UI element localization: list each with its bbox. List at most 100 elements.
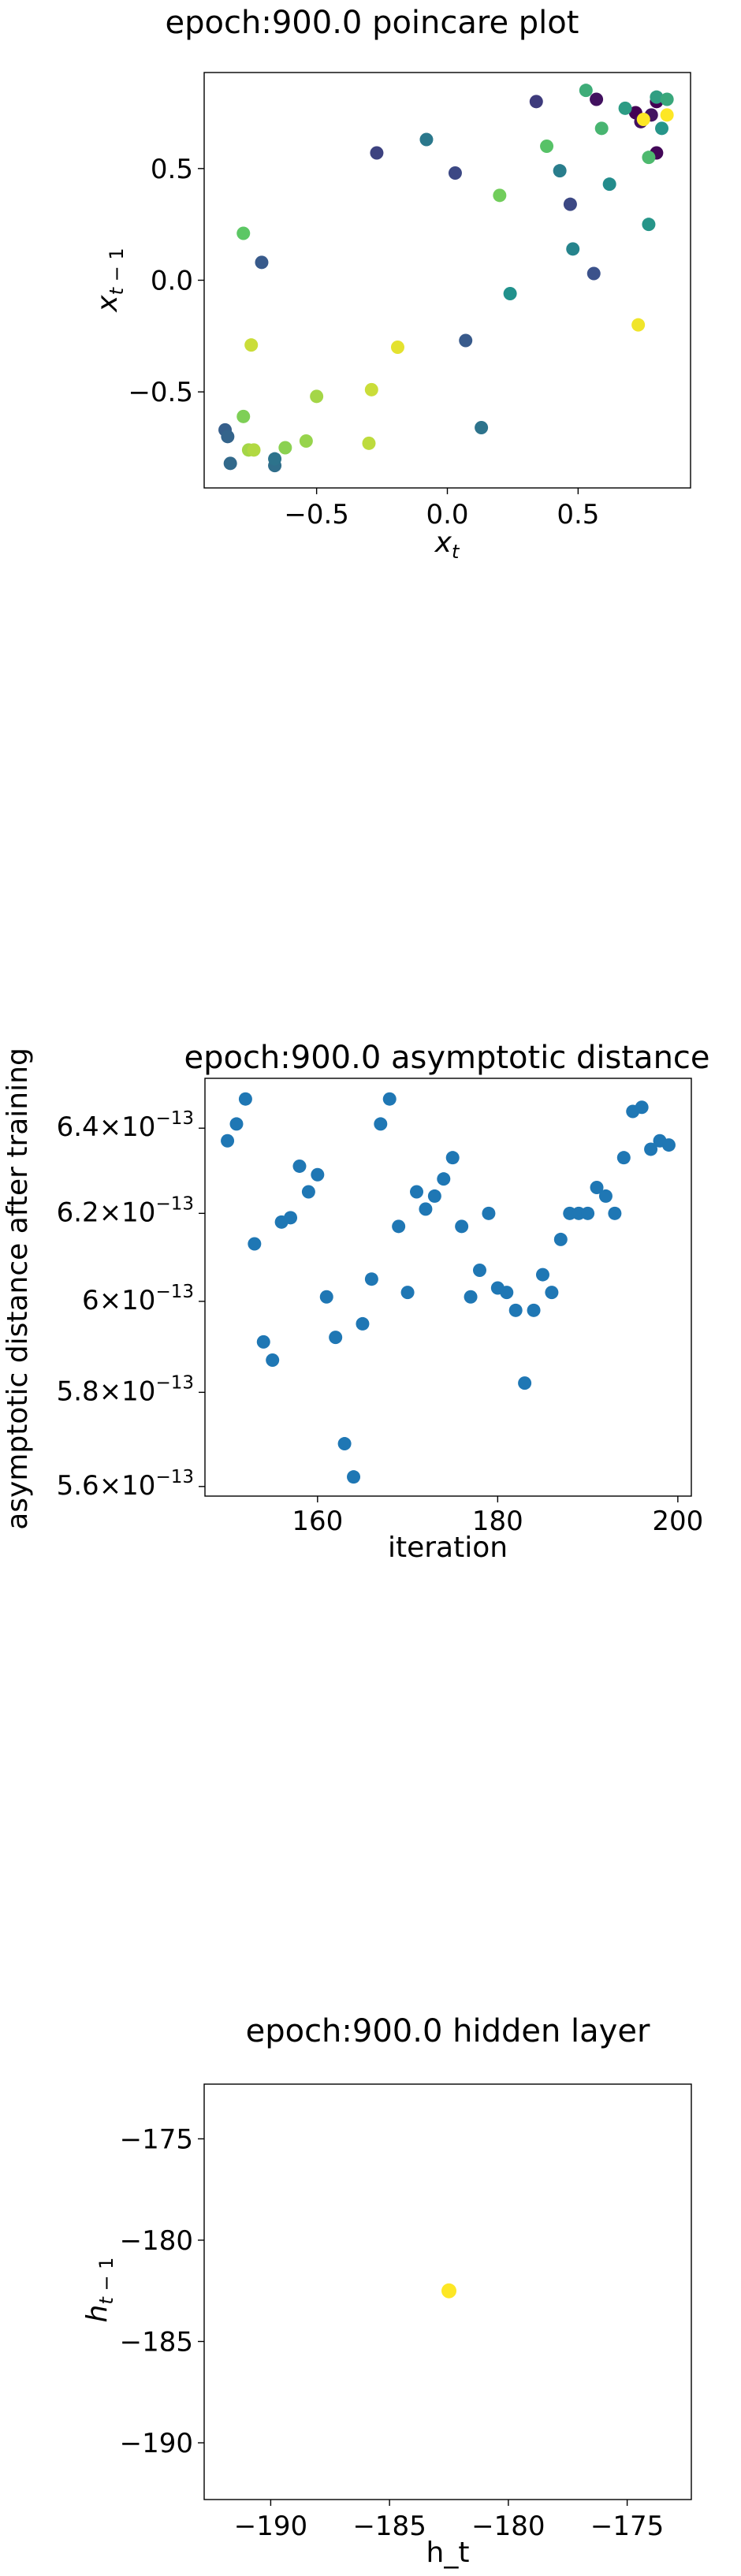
y-tick-mantissa: 6 <box>82 1285 99 1316</box>
data-point <box>419 132 434 147</box>
data-point <box>437 1172 451 1186</box>
data-point <box>410 1185 424 1199</box>
data-point <box>566 242 580 256</box>
data-point <box>616 1151 631 1165</box>
data-point <box>508 1303 523 1317</box>
data-point <box>441 2283 457 2299</box>
asymptotic-distance-ylabel: asymptotic distance after training <box>2 1048 34 1530</box>
data-point <box>594 121 609 136</box>
data-point <box>590 92 604 106</box>
hidden-layer-points <box>441 2283 457 2299</box>
data-point <box>581 1206 595 1220</box>
data-point <box>255 255 269 270</box>
data-point <box>292 1159 307 1173</box>
y-tick-mantissa: 5.8 <box>57 1375 99 1407</box>
y-tick-label: 0.0 <box>151 266 193 297</box>
data-point <box>448 166 462 180</box>
data-point <box>631 318 646 332</box>
data-point <box>278 441 292 455</box>
data-point <box>586 266 601 281</box>
data-point <box>535 1268 549 1282</box>
x-tick-label: −180 <box>471 2511 545 2542</box>
data-point <box>500 1286 514 1300</box>
data-point <box>553 164 567 178</box>
y-tick-label: −175 <box>120 2124 193 2155</box>
data-point <box>236 409 251 423</box>
data-point <box>472 1263 486 1277</box>
y-tick-label: 5.8×10−13 <box>57 1372 194 1407</box>
data-point <box>244 338 259 352</box>
data-point <box>635 1100 649 1115</box>
data-point <box>390 341 404 354</box>
poincare-plot-panel: epoch:900.0 poincare plot −0.5 0.0 0.5−0.5… <box>91 5 691 563</box>
data-point <box>660 108 674 122</box>
y-tick-label: 5.6×10−13 <box>57 1467 194 1502</box>
y-tick-mantissa: 6.2 <box>57 1197 99 1228</box>
data-point <box>364 382 378 396</box>
data-point <box>540 140 554 153</box>
y-tick-label: 6.4×10−13 <box>57 1108 194 1143</box>
y-tick-label: 6.2×10−13 <box>57 1193 194 1228</box>
data-point <box>284 1211 298 1225</box>
y-tick-exponent: −13 <box>155 1193 194 1214</box>
data-point <box>256 1335 270 1349</box>
data-point <box>529 95 543 109</box>
poincare-plot-ylabel: xt − 1 <box>91 248 128 312</box>
data-point <box>545 1286 559 1300</box>
data-point <box>221 1134 235 1148</box>
data-point <box>563 197 577 211</box>
y-tick-label: 0.5 <box>151 154 193 185</box>
data-point <box>311 1167 325 1182</box>
poincare-plot-xlabel: xt <box>434 527 460 563</box>
data-point <box>319 1290 333 1304</box>
x-tick-label: −190 <box>234 2511 307 2542</box>
data-point <box>642 218 656 232</box>
y-tick-base: ×10 <box>99 1285 156 1316</box>
data-point <box>329 1331 343 1345</box>
x-tick-label: −175 <box>590 2511 664 2542</box>
data-point <box>655 121 669 136</box>
data-point <box>299 434 313 448</box>
data-point <box>248 1237 262 1251</box>
y-tick-exponent: −13 <box>155 1372 194 1393</box>
asymptotic-distance-title: epoch:900.0 asymptotic distance <box>184 1040 709 1076</box>
data-point <box>579 84 593 98</box>
data-point <box>419 1202 433 1216</box>
poincare-plot-frame <box>203 72 691 489</box>
data-point <box>347 1470 361 1484</box>
data-point <box>382 1092 397 1106</box>
data-point <box>602 177 616 192</box>
data-point <box>268 452 282 466</box>
data-point <box>400 1286 415 1300</box>
x-tick-label: −185 <box>352 2511 426 2542</box>
poincare-plot-ticks: −0.5 0.0 0.5 −0.5 0.0 0.5 <box>128 154 599 530</box>
hidden-layer-ylabel: ht − 1 <box>81 2258 117 2323</box>
data-point <box>266 1353 280 1368</box>
data-point <box>482 1206 496 1220</box>
x-tick-label: 0.5 <box>557 499 599 530</box>
data-point <box>221 430 235 444</box>
x-tick-label: −0.5 <box>284 499 349 530</box>
data-point <box>223 456 237 471</box>
data-point <box>642 151 656 165</box>
y-tick-exponent: −13 <box>155 1282 194 1302</box>
data-point <box>247 443 261 457</box>
data-point <box>590 1181 604 1195</box>
asymptotic-distance-xlabel: iteration <box>388 1532 508 1564</box>
x-tick-label: 200 <box>652 1506 703 1537</box>
data-point <box>618 101 632 115</box>
data-point <box>337 1437 352 1451</box>
data-point <box>229 1117 244 1131</box>
x-tick-label: 0.0 <box>426 499 468 530</box>
y-tick-mantissa: 5.6 <box>57 1470 99 1502</box>
asymptotic-distance-frame <box>204 1078 692 1497</box>
data-point <box>392 1219 406 1234</box>
data-point <box>310 389 324 404</box>
data-point <box>238 1092 252 1106</box>
data-point <box>236 226 251 240</box>
y-tick-exponent: −13 <box>155 1467 194 1487</box>
data-point <box>475 421 489 434</box>
data-point <box>553 1232 568 1246</box>
data-point <box>598 1189 613 1203</box>
